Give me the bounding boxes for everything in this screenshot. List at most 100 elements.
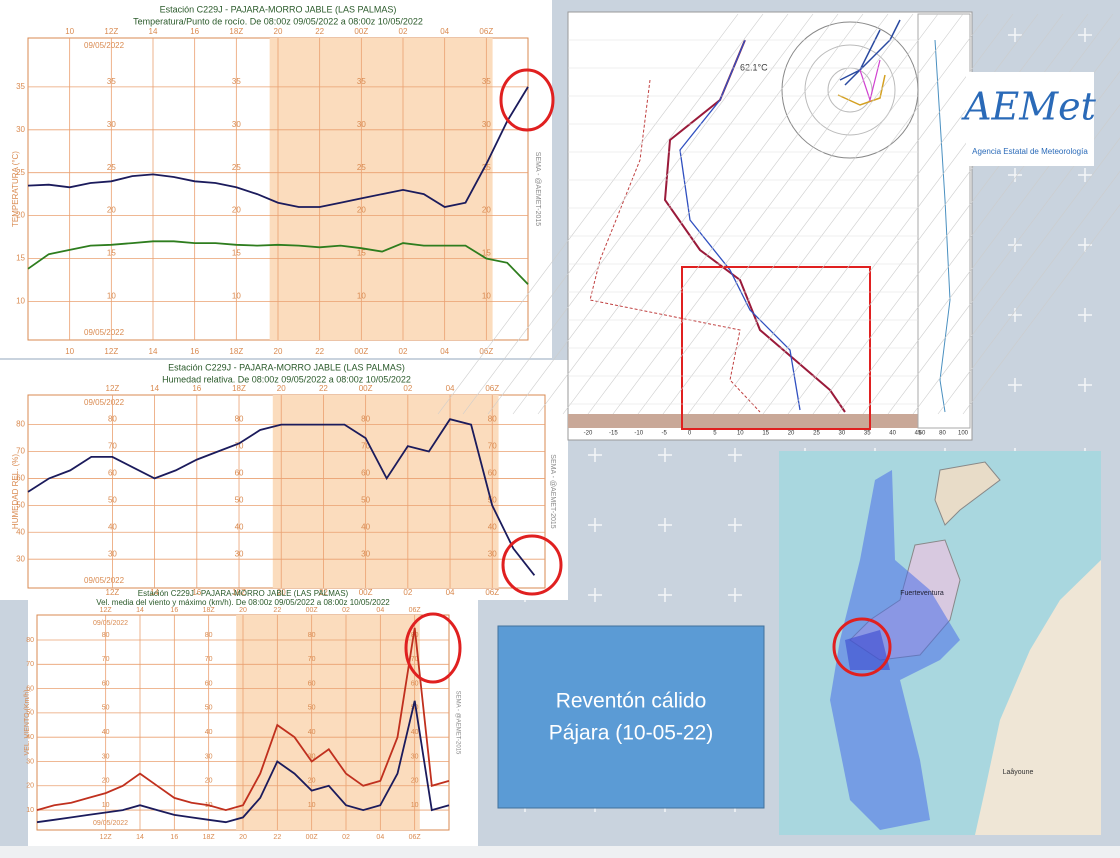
night-band bbox=[269, 38, 493, 340]
x-tick-label: 22 bbox=[319, 588, 328, 597]
isotherm bbox=[562, 13, 864, 415]
x-tick-label: 14 bbox=[136, 834, 144, 841]
y-tick-label: 15 bbox=[482, 249, 491, 258]
x-tick-label: 14 bbox=[136, 607, 144, 614]
isotherm bbox=[912, 137, 1120, 415]
logo-name: AEMet bbox=[961, 85, 1097, 129]
chart-subtitle: Humedad relativa. De 08:00z 09/05/2022 a… bbox=[162, 374, 411, 384]
y-tick-label: 10 bbox=[26, 807, 34, 814]
chart-title: Estación C229J - PAJARA-MORRO JABLE (LAS… bbox=[168, 362, 405, 372]
y-tick-label: 70 bbox=[108, 442, 117, 451]
y-tick-label: 10 bbox=[357, 292, 366, 301]
logo: AEMet Agencia Estatal de Meteorología bbox=[961, 72, 1097, 166]
series-line bbox=[36, 700, 450, 824]
y-tick-label: 50 bbox=[205, 705, 213, 712]
y-tick-label: 15 bbox=[107, 249, 116, 258]
isotherm bbox=[712, 13, 1014, 415]
y-axis-label: HUMEDAD REL. (%) bbox=[11, 454, 20, 529]
sounding-tick-label: 35 bbox=[864, 431, 871, 437]
x-tick-label: 16 bbox=[192, 588, 201, 597]
date-label: 09/05/2022 bbox=[84, 576, 125, 585]
highlight bbox=[404, 612, 462, 684]
y-tick-label: 60 bbox=[205, 680, 213, 687]
sounding-tick-label: -5 bbox=[661, 431, 667, 437]
y-tick-label: 15 bbox=[357, 249, 366, 258]
x-tick-label: 22 bbox=[315, 27, 324, 36]
date-label: 09/05/2022 bbox=[84, 41, 125, 50]
source-label: SEMA - @AEMET-2015 bbox=[534, 152, 541, 227]
y-tick-label: 40 bbox=[102, 729, 110, 736]
x-tick-label: 18Z bbox=[203, 834, 216, 841]
y-tick-label: 80 bbox=[488, 415, 497, 424]
isotherm bbox=[662, 13, 964, 415]
isotherm bbox=[512, 13, 814, 415]
x-tick-label: 14 bbox=[150, 384, 159, 393]
y-tick-label: 20 bbox=[232, 206, 241, 215]
x-tick-label: 06Z bbox=[485, 588, 499, 597]
sounding-tick-label: 20 bbox=[788, 431, 795, 437]
x-tick-label: 16 bbox=[170, 607, 178, 614]
sounding-tick-label: 0 bbox=[688, 431, 692, 437]
x-tick-label: 20 bbox=[239, 834, 247, 841]
y-tick-label: 25 bbox=[16, 168, 25, 177]
x-tick-label: 12Z bbox=[106, 384, 120, 393]
y-tick-label: 80 bbox=[102, 632, 110, 639]
y-tick-label: 70 bbox=[235, 442, 244, 451]
x-tick-label: 12Z bbox=[104, 27, 118, 36]
caption-line: Pájara (10-05-22) bbox=[549, 722, 714, 745]
y-tick-label: 40 bbox=[308, 729, 316, 736]
y-tick-label: 10 bbox=[16, 297, 25, 306]
caption-box bbox=[497, 625, 765, 809]
x-tick-label: 22 bbox=[315, 347, 324, 356]
y-tick-label: 80 bbox=[108, 415, 117, 424]
y-tick-label: 70 bbox=[308, 656, 316, 663]
x-tick-label: 04 bbox=[446, 384, 455, 393]
x-tick-label: 00Z bbox=[354, 27, 368, 36]
y-tick-label: 10 bbox=[482, 292, 491, 301]
y-tick-label: 30 bbox=[16, 554, 25, 563]
footer-strip bbox=[0, 846, 1120, 858]
x-tick-label: 00Z bbox=[359, 588, 373, 597]
y-tick-label: 20 bbox=[411, 778, 419, 785]
x-tick-label: 18Z bbox=[229, 27, 243, 36]
chart-title: Estación C229J - PAJARA-MORRO JABLE (LAS… bbox=[160, 4, 397, 14]
x-tick-label: 18Z bbox=[232, 588, 246, 597]
date-label: 09/05/2022 bbox=[93, 820, 128, 827]
x-tick-label: 02 bbox=[399, 347, 408, 356]
x-tick-label: 06Z bbox=[479, 347, 493, 356]
y-tick-label: 60 bbox=[108, 469, 117, 478]
x-tick-label: 06Z bbox=[409, 607, 422, 614]
y-tick-label: 10 bbox=[308, 802, 316, 809]
x-tick-label: 04 bbox=[440, 27, 449, 36]
night-band bbox=[236, 615, 420, 830]
y-tick-label: 50 bbox=[26, 710, 34, 717]
humidity-tick-label: 100 bbox=[958, 431, 969, 437]
y-tick-label: 30 bbox=[482, 120, 491, 129]
y-tick-label: 50 bbox=[102, 705, 110, 712]
y-tick-label: 40 bbox=[411, 729, 419, 736]
y-tick-label: 30 bbox=[26, 758, 34, 765]
y-tick-label: 35 bbox=[107, 77, 116, 86]
isotherm bbox=[687, 13, 989, 415]
y-tick-label: 20 bbox=[16, 211, 25, 220]
y-tick-label: 70 bbox=[16, 447, 25, 456]
x-tick-label: 14 bbox=[149, 27, 158, 36]
y-tick-label: 35 bbox=[482, 77, 491, 86]
y-tick-label: 80 bbox=[16, 420, 25, 429]
y-tick-label: 80 bbox=[308, 632, 316, 639]
y-tick-label: 70 bbox=[361, 442, 370, 451]
isotherm bbox=[462, 13, 764, 415]
x-tick-label: 18Z bbox=[229, 347, 243, 356]
x-tick-label: 04 bbox=[376, 607, 384, 614]
y-tick-label: 70 bbox=[411, 656, 419, 663]
y-tick-label: 25 bbox=[357, 163, 366, 172]
y-tick-label: 20 bbox=[357, 206, 366, 215]
sounding-tick-label: 25 bbox=[813, 431, 820, 437]
y-tick-label: 40 bbox=[235, 522, 244, 531]
x-tick-label: 18Z bbox=[203, 607, 216, 614]
night-band bbox=[272, 395, 499, 588]
y-tick-label: 15 bbox=[232, 249, 241, 258]
isotherm bbox=[487, 13, 789, 415]
sounding-tick-label: -15 bbox=[609, 431, 618, 437]
